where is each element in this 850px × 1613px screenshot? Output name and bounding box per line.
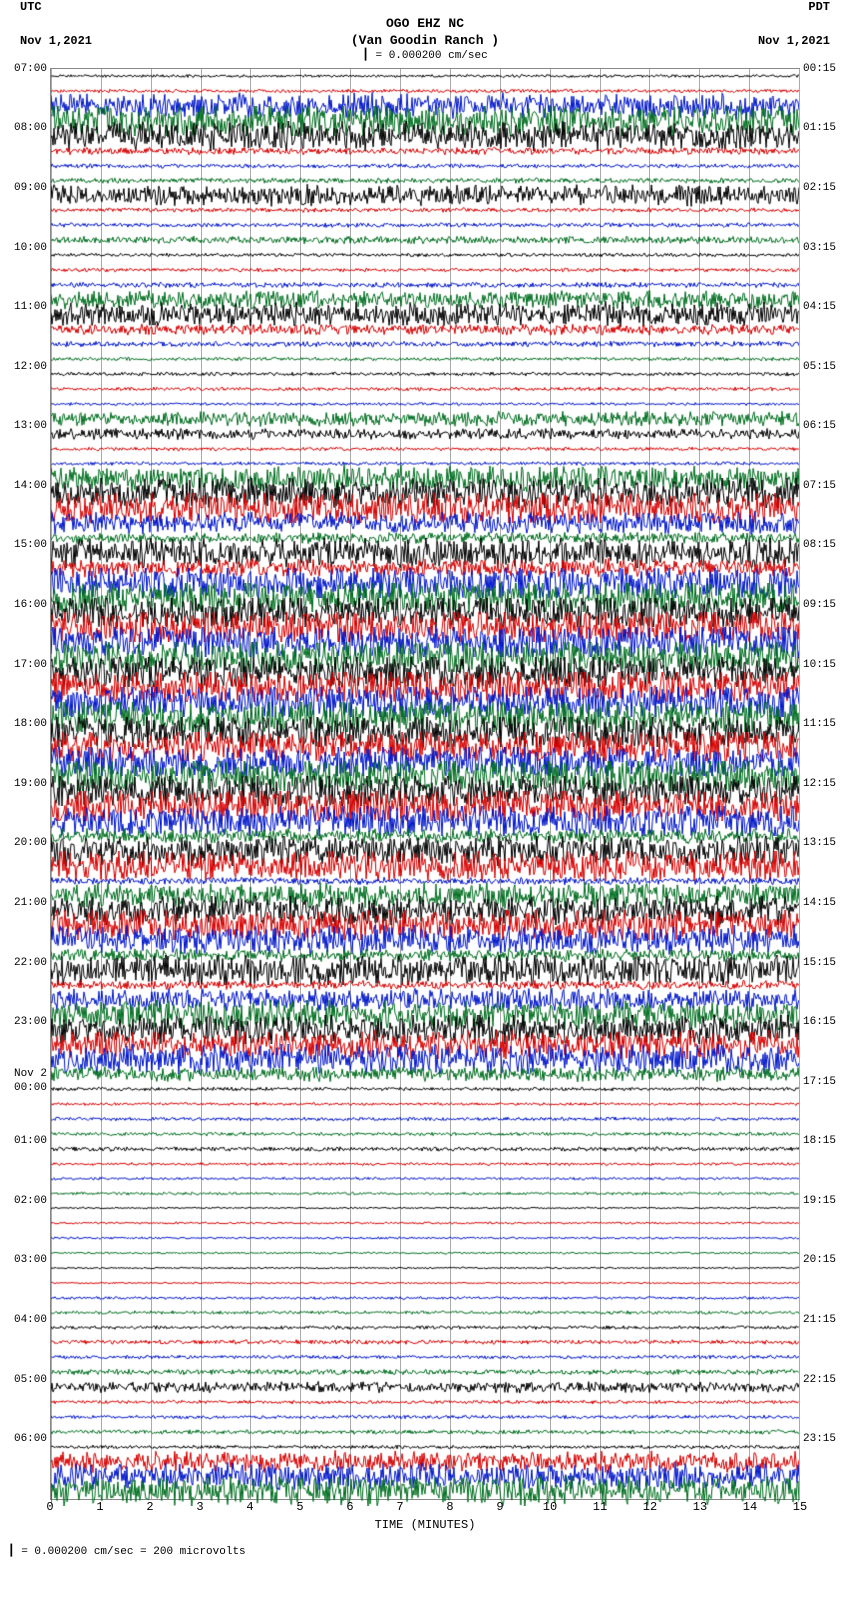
utc-hour-label: 14:00	[14, 480, 51, 492]
pdt-hour-label: 17:15	[799, 1076, 836, 1088]
pdt-hour-label: 05:15	[799, 361, 836, 373]
x-tick: 9	[496, 1500, 503, 1514]
utc-hour-label: 01:00	[14, 1135, 51, 1147]
utc-hour-label: 19:00	[14, 778, 51, 790]
utc-hour-label: 07:00	[14, 63, 51, 75]
pdt-hour-label: 21:15	[799, 1314, 836, 1326]
pdt-hour-label: 06:15	[799, 420, 836, 432]
pdt-hour-label: 03:15	[799, 242, 836, 254]
pdt-hour-label: 09:15	[799, 599, 836, 611]
scale-indicator: ┃ = 0.000200 cm/sec	[0, 48, 850, 62]
pdt-hour-label: 12:15	[799, 778, 836, 790]
pdt-hour-label: 08:15	[799, 539, 836, 551]
x-axis-label: TIME (MINUTES)	[0, 1518, 850, 1532]
pdt-hour-label: 15:15	[799, 957, 836, 969]
pdt-hour-label: 07:15	[799, 480, 836, 492]
utc-hour-label: 15:00	[14, 539, 51, 551]
right-tz: PDT	[808, 0, 830, 14]
right-date: Nov 1,2021	[758, 34, 830, 48]
pdt-hour-label: 00:15	[799, 63, 836, 75]
utc-hour-label: 16:00	[14, 599, 51, 611]
x-tick: 1	[96, 1500, 103, 1514]
station-code: OGO EHZ NC	[0, 16, 850, 33]
x-tick: 12	[643, 1500, 657, 1514]
utc-hour-label: 21:00	[14, 897, 51, 909]
utc-hour-label: 12:00	[14, 361, 51, 373]
pdt-hour-label: 23:15	[799, 1433, 836, 1445]
pdt-hour-label: 04:15	[799, 301, 836, 313]
utc-hour-label: 18:00	[14, 718, 51, 730]
pdt-hour-label: 11:15	[799, 718, 836, 730]
x-tick: 14	[743, 1500, 757, 1514]
pdt-hour-label: 20:15	[799, 1254, 836, 1266]
utc-hour-label: 17:00	[14, 659, 51, 671]
pdt-hour-label: 19:15	[799, 1195, 836, 1207]
x-tick: 2	[146, 1500, 153, 1514]
x-tick: 11	[593, 1500, 607, 1514]
utc-hour-label: 20:00	[14, 837, 51, 849]
utc-hour-label: 10:00	[14, 242, 51, 254]
x-tick: 10	[543, 1500, 557, 1514]
pdt-hour-label: 01:15	[799, 122, 836, 134]
pdt-hour-label: 02:15	[799, 182, 836, 194]
x-tick: 5	[296, 1500, 303, 1514]
utc-hour-label: 09:00	[14, 182, 51, 194]
x-tick: 7	[396, 1500, 403, 1514]
utc-hour-label: 08:00	[14, 122, 51, 134]
utc-hour-label: Nov 2	[14, 1068, 51, 1080]
utc-hour-label: 04:00	[14, 1314, 51, 1326]
footer-scale: ┃ = 0.000200 cm/sec = 200 microvolts	[0, 1532, 850, 1566]
utc-hour-label: 05:00	[14, 1374, 51, 1386]
x-tick: 15	[793, 1500, 807, 1514]
x-tick: 4	[246, 1500, 253, 1514]
utc-hour-label: 03:00	[14, 1254, 51, 1266]
utc-hour-label: 06:00	[14, 1433, 51, 1445]
pdt-hour-label: 10:15	[799, 659, 836, 671]
x-tick: 3	[196, 1500, 203, 1514]
x-tick: 13	[693, 1500, 707, 1514]
left-date: Nov 1,2021	[20, 34, 92, 48]
x-tick: 0	[46, 1500, 53, 1514]
utc-hour-label: 02:00	[14, 1195, 51, 1207]
helicorder-plot: 07:0008:0009:0010:0011:0012:0013:0014:00…	[50, 68, 800, 1500]
x-tick: 6	[346, 1500, 353, 1514]
pdt-hour-label: 16:15	[799, 1016, 836, 1028]
utc-hour-label: 11:00	[14, 301, 51, 313]
left-tz: UTC	[20, 0, 42, 14]
pdt-hour-label: 18:15	[799, 1135, 836, 1147]
utc-hour-label: 13:00	[14, 420, 51, 432]
utc-hour-label: 22:00	[14, 957, 51, 969]
utc-hour-label: 00:00	[14, 1082, 51, 1094]
pdt-hour-label: 14:15	[799, 897, 836, 909]
pdt-hour-label: 22:15	[799, 1374, 836, 1386]
utc-hour-label: 23:00	[14, 1016, 51, 1028]
x-tick: 8	[446, 1500, 453, 1514]
pdt-hour-label: 13:15	[799, 837, 836, 849]
x-axis-ticks: 0123456789101112131415	[50, 1500, 800, 1514]
